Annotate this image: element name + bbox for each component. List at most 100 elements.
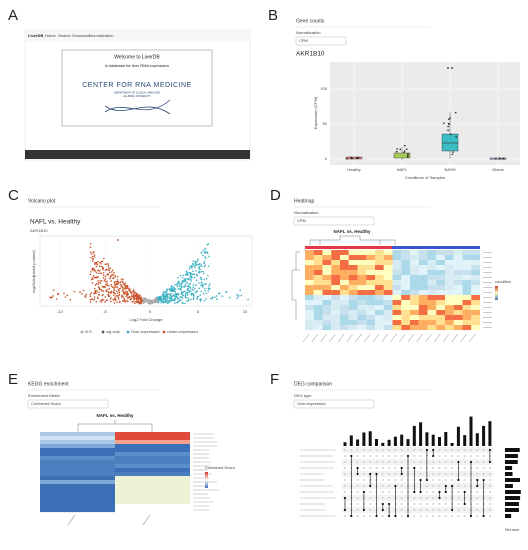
- select[interactable]: [293, 399, 375, 409]
- label-stub: [442, 333, 450, 343]
- cell: [313, 295, 323, 301]
- dot: [432, 472, 435, 476]
- point: [165, 294, 168, 296]
- dot: [413, 496, 416, 500]
- point: [109, 277, 111, 280]
- point: [131, 301, 134, 303]
- cell: [348, 280, 358, 286]
- cell: [436, 255, 446, 261]
- dot: [381, 496, 384, 500]
- dot: [381, 478, 384, 482]
- point: [127, 297, 129, 300]
- intersection-bar: [368, 431, 372, 446]
- cell: [453, 250, 463, 256]
- select[interactable]: [293, 216, 375, 226]
- cell: [436, 250, 446, 256]
- point: [174, 283, 176, 286]
- cell: [410, 260, 419, 266]
- dot: [432, 466, 435, 470]
- point: [198, 282, 200, 284]
- point: [96, 296, 99, 299]
- select[interactable]: [27, 399, 109, 409]
- intersection-bar: [393, 436, 397, 446]
- point: [120, 296, 123, 298]
- point: [164, 297, 166, 300]
- point: [126, 292, 128, 294]
- nav-item[interactable]: Download: [72, 33, 90, 38]
- dot: [432, 514, 435, 518]
- dot: [444, 514, 447, 518]
- point: [108, 287, 110, 290]
- point: [184, 285, 187, 287]
- nav-item[interactable]: Normalization: [89, 33, 113, 38]
- x-tick-label: -5: [103, 309, 107, 314]
- point: [195, 270, 197, 272]
- point: [181, 277, 184, 279]
- row-band: [342, 459, 494, 465]
- point: [239, 289, 241, 292]
- point: [194, 266, 196, 269]
- dot: [425, 502, 428, 506]
- point: [123, 283, 125, 285]
- dot: [362, 484, 365, 488]
- dendrogram: [291, 251, 300, 320]
- cell: [427, 295, 437, 301]
- x-label: Log2 Fold Change: [130, 317, 164, 322]
- point: [184, 294, 187, 297]
- point: [168, 288, 171, 290]
- brand: LiverDB: [28, 33, 43, 38]
- point: [205, 257, 207, 259]
- cell: [462, 270, 472, 276]
- point: [107, 263, 110, 265]
- point: [200, 290, 203, 293]
- cell: [453, 310, 463, 316]
- nav-item[interactable]: Search: [58, 33, 71, 38]
- point: [189, 265, 191, 268]
- point: [194, 287, 196, 290]
- point: [188, 267, 191, 270]
- point: [181, 297, 184, 299]
- cell: [375, 315, 384, 321]
- point: [174, 294, 177, 297]
- point: [114, 281, 116, 283]
- panel-letter: B: [268, 7, 278, 24]
- point: [193, 276, 196, 279]
- cell: [375, 255, 384, 261]
- point: [135, 296, 138, 299]
- y-tick-label: 0: [325, 156, 328, 161]
- cell: [392, 310, 402, 316]
- point: [196, 274, 198, 277]
- point: [191, 292, 193, 295]
- cell: [401, 295, 411, 301]
- dot: [356, 448, 359, 452]
- legend-scale: [495, 286, 498, 300]
- point: [198, 265, 201, 268]
- cell: [40, 444, 115, 449]
- dot: [375, 448, 378, 452]
- select[interactable]: [295, 36, 347, 46]
- dot: [356, 502, 359, 506]
- label-stub: [416, 333, 423, 343]
- point: [50, 296, 52, 299]
- cell: [392, 290, 402, 296]
- cell: [348, 325, 358, 331]
- cell: [375, 270, 384, 276]
- cell: [331, 320, 341, 326]
- label-stub: [425, 333, 432, 343]
- point: [90, 256, 92, 259]
- cell: [40, 440, 115, 445]
- dot: [463, 448, 466, 452]
- point: [207, 287, 210, 290]
- cell: [453, 270, 463, 276]
- cell: [445, 315, 454, 321]
- intersection-bar: [469, 416, 473, 446]
- point: [129, 298, 131, 301]
- dot: [463, 472, 466, 476]
- dot: [425, 496, 428, 500]
- nav-item[interactable]: Home: [45, 33, 56, 38]
- point: [129, 297, 132, 299]
- cell: [436, 320, 446, 326]
- cell: [436, 280, 446, 286]
- point: [188, 286, 191, 288]
- cell: [305, 270, 314, 276]
